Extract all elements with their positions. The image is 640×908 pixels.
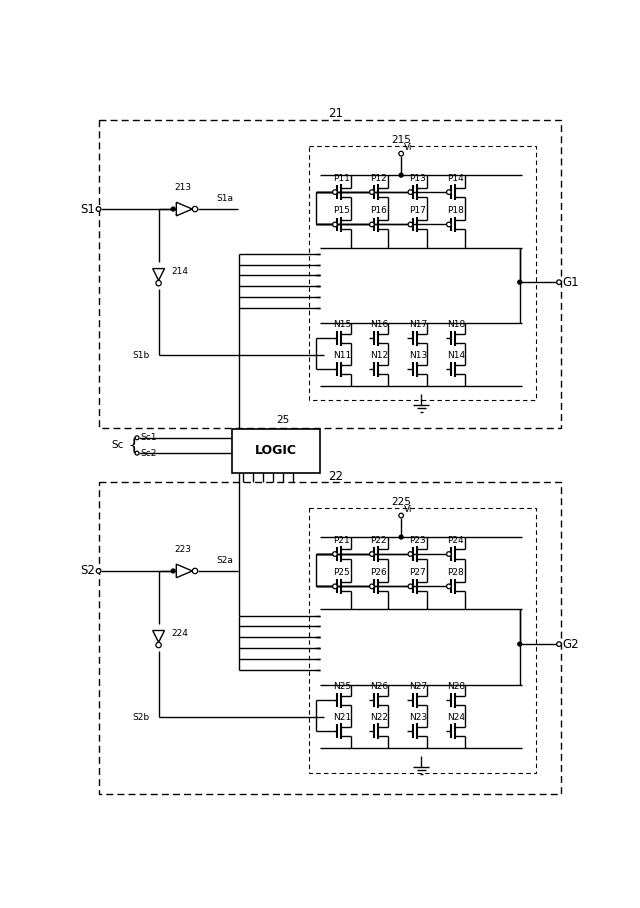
Text: P17: P17 bbox=[409, 206, 426, 215]
Text: N13: N13 bbox=[409, 351, 427, 360]
Text: 225: 225 bbox=[391, 497, 411, 507]
Text: P21: P21 bbox=[333, 536, 350, 545]
Text: Vi: Vi bbox=[404, 143, 413, 152]
Text: N21: N21 bbox=[333, 713, 351, 722]
Text: G2: G2 bbox=[563, 637, 579, 651]
Circle shape bbox=[369, 190, 374, 194]
Text: {: { bbox=[128, 437, 140, 454]
Text: N22: N22 bbox=[371, 713, 388, 722]
Bar bbox=[308, 508, 536, 774]
Text: P13: P13 bbox=[409, 173, 426, 183]
Text: P14: P14 bbox=[447, 173, 464, 183]
Text: N26: N26 bbox=[371, 682, 388, 691]
Text: 25: 25 bbox=[276, 415, 290, 425]
Text: Vi: Vi bbox=[404, 505, 413, 514]
Text: P16: P16 bbox=[371, 206, 387, 215]
Text: S2: S2 bbox=[80, 565, 95, 577]
Circle shape bbox=[399, 535, 403, 539]
Text: Sc: Sc bbox=[111, 440, 124, 450]
Text: Sc2: Sc2 bbox=[140, 449, 157, 458]
Text: P26: P26 bbox=[371, 568, 387, 577]
Text: N24: N24 bbox=[447, 713, 465, 722]
Text: 223: 223 bbox=[174, 545, 191, 554]
Text: 214: 214 bbox=[171, 267, 188, 276]
Circle shape bbox=[518, 281, 522, 284]
Text: 22: 22 bbox=[328, 469, 343, 483]
Circle shape bbox=[408, 190, 413, 194]
Text: P11: P11 bbox=[333, 173, 350, 183]
Text: S1a: S1a bbox=[216, 194, 234, 202]
Text: P23: P23 bbox=[409, 536, 426, 545]
Text: S1b: S1b bbox=[132, 350, 149, 360]
Circle shape bbox=[408, 222, 413, 227]
Bar bbox=[99, 482, 561, 794]
Text: S1: S1 bbox=[80, 202, 95, 215]
Circle shape bbox=[399, 152, 403, 156]
Circle shape bbox=[333, 584, 337, 588]
Text: N14: N14 bbox=[447, 351, 465, 360]
Circle shape bbox=[369, 222, 374, 227]
Text: N12: N12 bbox=[371, 351, 388, 360]
Text: N28: N28 bbox=[447, 682, 465, 691]
Text: G1: G1 bbox=[563, 276, 579, 289]
Polygon shape bbox=[153, 630, 164, 642]
Circle shape bbox=[172, 207, 175, 211]
Circle shape bbox=[557, 280, 561, 284]
Text: N23: N23 bbox=[409, 713, 427, 722]
Circle shape bbox=[447, 190, 451, 194]
Text: P12: P12 bbox=[371, 173, 387, 183]
Circle shape bbox=[193, 206, 198, 212]
Text: P18: P18 bbox=[447, 206, 464, 215]
Bar bbox=[308, 146, 536, 400]
Text: N18: N18 bbox=[447, 321, 466, 330]
Text: N15: N15 bbox=[333, 321, 351, 330]
Text: N25: N25 bbox=[333, 682, 351, 691]
Circle shape bbox=[333, 552, 337, 557]
Circle shape bbox=[333, 190, 337, 194]
Text: N16: N16 bbox=[371, 321, 388, 330]
Text: 21: 21 bbox=[328, 107, 343, 120]
Circle shape bbox=[447, 552, 451, 557]
Circle shape bbox=[447, 222, 451, 227]
Polygon shape bbox=[176, 564, 193, 577]
Circle shape bbox=[172, 569, 175, 573]
Circle shape bbox=[369, 584, 374, 588]
Circle shape bbox=[135, 451, 139, 455]
Polygon shape bbox=[176, 202, 193, 216]
Circle shape bbox=[135, 436, 139, 439]
Text: N17: N17 bbox=[409, 321, 427, 330]
Bar bbox=[232, 429, 320, 473]
Text: S2a: S2a bbox=[216, 556, 233, 565]
Text: P25: P25 bbox=[333, 568, 350, 577]
Circle shape bbox=[156, 642, 161, 647]
Polygon shape bbox=[153, 269, 164, 281]
Bar bbox=[99, 120, 561, 428]
Text: 224: 224 bbox=[171, 629, 188, 637]
Text: N27: N27 bbox=[409, 682, 427, 691]
Text: S2b: S2b bbox=[132, 713, 149, 722]
Circle shape bbox=[333, 222, 337, 227]
Text: P24: P24 bbox=[447, 536, 464, 545]
Circle shape bbox=[557, 642, 561, 646]
Circle shape bbox=[96, 207, 101, 212]
Circle shape bbox=[156, 281, 161, 286]
Circle shape bbox=[408, 584, 413, 588]
Circle shape bbox=[399, 513, 403, 518]
Text: P28: P28 bbox=[447, 568, 464, 577]
Circle shape bbox=[408, 552, 413, 557]
Circle shape bbox=[193, 568, 198, 574]
Circle shape bbox=[399, 173, 403, 177]
Text: 215: 215 bbox=[391, 134, 411, 144]
Text: LOGIC: LOGIC bbox=[255, 444, 297, 458]
Circle shape bbox=[96, 568, 101, 573]
Circle shape bbox=[447, 584, 451, 588]
Text: N11: N11 bbox=[333, 351, 351, 360]
Text: P27: P27 bbox=[409, 568, 426, 577]
Text: 213: 213 bbox=[174, 183, 191, 192]
Text: Sc1: Sc1 bbox=[140, 433, 157, 442]
Text: P15: P15 bbox=[333, 206, 350, 215]
Text: P22: P22 bbox=[371, 536, 387, 545]
Circle shape bbox=[369, 552, 374, 557]
Circle shape bbox=[518, 642, 522, 646]
